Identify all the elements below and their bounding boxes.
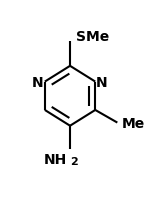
Text: SMe: SMe <box>76 30 110 44</box>
Text: NH: NH <box>44 152 67 166</box>
Text: N: N <box>32 75 44 89</box>
Text: 2: 2 <box>70 156 78 166</box>
Text: Me: Me <box>122 117 145 131</box>
Text: N: N <box>95 75 107 89</box>
